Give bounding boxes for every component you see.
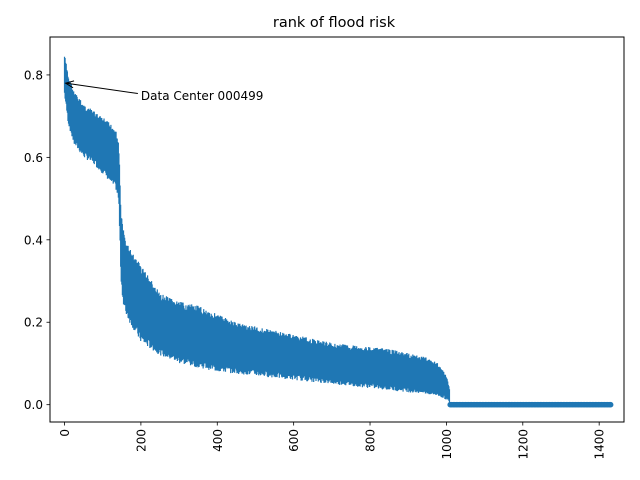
annotation-label: Data Center 000499 [141, 89, 263, 103]
y-tick-label: 0.4 [24, 233, 43, 247]
y-tick-label: 0.8 [24, 68, 43, 82]
series-band [63, 56, 451, 403]
x-tick-label: 1000 [440, 429, 454, 460]
chart-title: rank of flood risk [273, 15, 396, 31]
y-tick-label: 0.6 [24, 151, 43, 165]
series-zero-markers [447, 401, 614, 408]
x-tick-label: 800 [364, 429, 378, 452]
y-tick-label: 0.0 [24, 398, 43, 412]
y-tick-label: 0.2 [24, 316, 43, 330]
x-tick-label: 200 [134, 429, 148, 452]
zero-point [607, 401, 614, 408]
x-tick-label: 400 [211, 429, 225, 452]
axes-frame [49, 36, 625, 423]
x-tick-label: 1200 [516, 429, 530, 460]
annotation-arrow-head [64, 80, 75, 89]
axes: 0 200 400 600 800 1000 1200 1400 0.0 0.2 0.4 0.6 0.8 [24, 36, 625, 460]
x-tick-label: 600 [287, 429, 301, 452]
annotation-arrow-line [65, 82, 138, 95]
plot-area [63, 56, 614, 408]
x-tick-label: 0 [58, 429, 72, 437]
x-tick-label: 1400 [593, 429, 607, 460]
annotation-layer: Data Center 000499 [64, 80, 263, 103]
